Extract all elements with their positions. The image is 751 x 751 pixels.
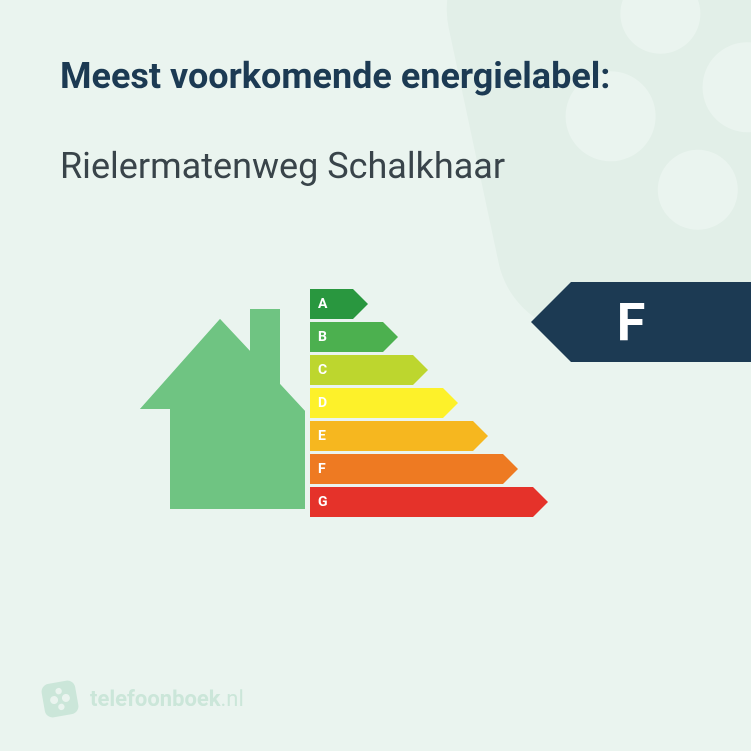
bar-label: E — [318, 428, 326, 444]
energy-label-card: Meest voorkomende energielabel: Rielerma… — [0, 0, 751, 751]
footer-logo-icon — [37, 676, 83, 722]
bar-label: A — [318, 296, 327, 312]
location-subtitle: Rielermatenweg Schalkhaar — [60, 145, 691, 187]
footer: telefoonboek.nl — [40, 679, 244, 719]
bar-label: F — [318, 461, 326, 477]
energy-chart: ABCDEFG F — [140, 267, 691, 547]
bar-fill: C — [310, 355, 428, 385]
bar-fill: D — [310, 388, 458, 418]
bar-fill: E — [310, 421, 488, 451]
footer-text: telefoonboek.nl — [90, 687, 244, 712]
bar-label: B — [318, 329, 327, 345]
footer-tld: .nl — [221, 687, 244, 712]
bar-label: C — [318, 362, 327, 378]
footer-brand: telefoonboek — [90, 687, 221, 712]
bar-label: G — [318, 494, 328, 510]
bar-fill: F — [310, 454, 518, 484]
bar-label: D — [318, 395, 327, 411]
page-title: Meest voorkomende energielabel: — [60, 55, 691, 97]
selected-label-badge: F — [531, 282, 751, 362]
bar-fill: B — [310, 322, 398, 352]
house-icon — [140, 279, 305, 509]
bar-fill: A — [310, 289, 368, 319]
bar-fill: G — [310, 487, 548, 517]
